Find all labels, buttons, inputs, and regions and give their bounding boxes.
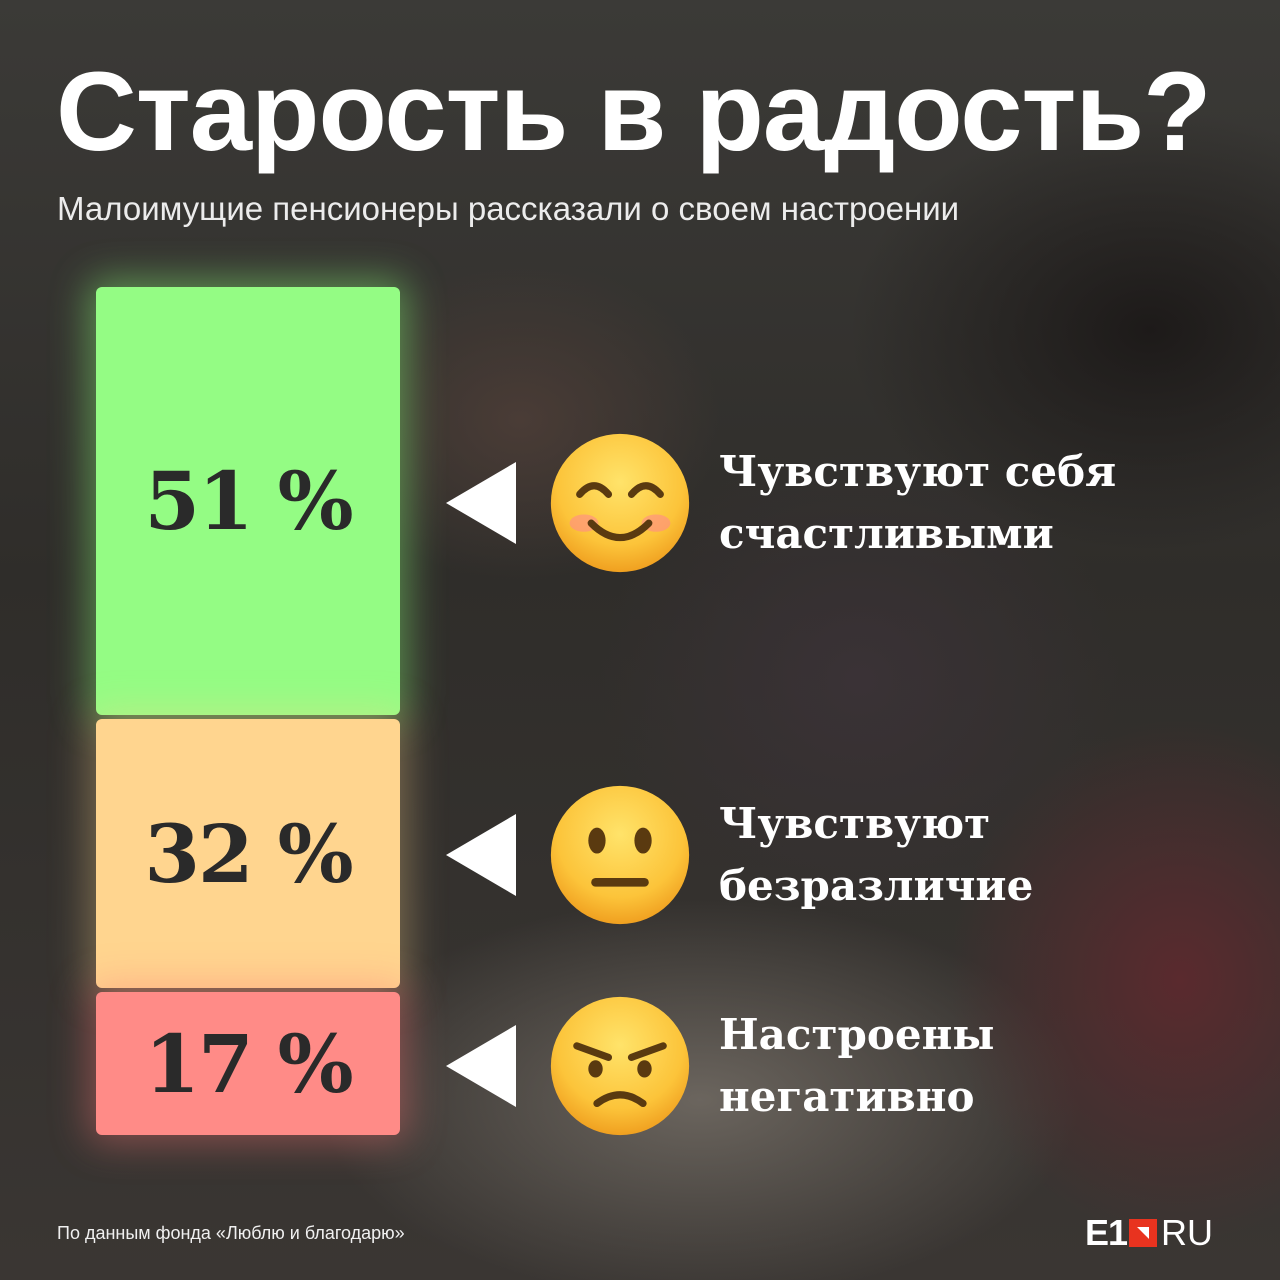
e1-logo: E1 RU [1085,1212,1214,1253]
bar-negative: 17 % [96,992,400,1135]
neutral-face-icon [548,783,692,927]
label-negative: Настроены негативно [719,1004,994,1128]
data-label: 32 % [144,806,353,901]
page-title: Старость в радость? [56,49,1212,174]
bar-neutral: 32 % [96,719,400,988]
category-label-line: Чувствуют [719,799,991,848]
bar-happy: 51 % [96,287,400,715]
category-label-line: негативно [719,1072,975,1121]
logo-ru-text: RU [1161,1212,1214,1253]
label-happy: Чувствуют себя счастливыми [719,441,1116,565]
logo-square-icon [1129,1219,1158,1247]
angry-face-icon [548,994,692,1138]
category-label-line: безразличие [719,861,1034,910]
category-label-line: счастливыми [719,509,1054,558]
logo-e1-text: E1 [1085,1212,1128,1253]
pointer-arrow-icon [446,462,516,544]
label-neutral: Чувствуют безразличие [719,793,1033,917]
pointer-arrow-icon [446,1025,516,1107]
category-label-line: Настроены [719,1010,995,1059]
smiling-face-with-smiling-eyes-icon [548,431,692,575]
source-note: По данным фонда «Люблю и благодарю» [57,1223,405,1243]
category-label-line: Чувствуют себя [719,447,1117,496]
data-label: 17 % [144,1016,353,1111]
data-label: 51 % [144,454,353,548]
page-subtitle: Малоимущие пенсионеры рассказали о своем… [57,190,960,227]
pointer-arrow-icon [446,814,516,896]
